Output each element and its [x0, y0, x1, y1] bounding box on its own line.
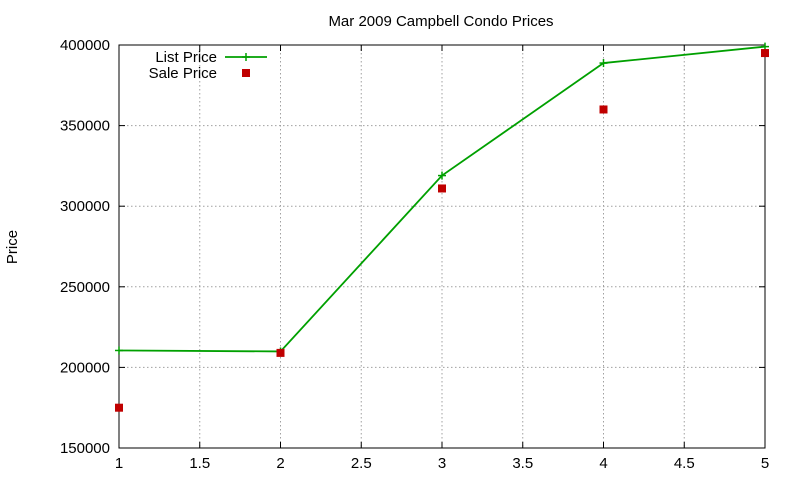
tick-labels: 1 1.5 2 2.5 3 3.5 4 4.5 5 150000 200000 250000 30000…	[60, 37, 769, 472]
x-tick-label: 1.5	[189, 455, 210, 472]
y-tick-label: 350000	[60, 118, 110, 135]
x-tick-label: 4.5	[674, 455, 695, 472]
data-point	[115, 403, 123, 412]
y-tick-label: 200000	[60, 359, 110, 376]
legend-label: Sale Price	[149, 65, 217, 82]
series-2	[115, 49, 769, 412]
data-point	[761, 49, 769, 58]
data-point	[438, 184, 446, 193]
x-tick-label: 2.5	[351, 455, 372, 472]
legend-marker	[242, 69, 250, 77]
x-tick-label: 2	[276, 455, 284, 472]
y-tick-label: 300000	[60, 198, 110, 215]
data-point	[599, 59, 608, 68]
axis-ticks	[118, 44, 766, 449]
data-point	[115, 346, 123, 355]
x-tick-label: 4	[599, 455, 607, 472]
data-point	[599, 105, 608, 114]
y-tick-label: 250000	[60, 279, 110, 296]
y-tick-label: 150000	[60, 440, 110, 457]
x-tick-label: 1	[115, 455, 123, 472]
grid	[119, 45, 765, 448]
series-layer	[115, 42, 769, 412]
legend-label: List Price	[155, 49, 217, 66]
data-point	[438, 171, 446, 180]
x-tick-label: 5	[761, 455, 769, 472]
legend-marker	[242, 53, 250, 61]
y-axis-label: Price	[4, 230, 21, 264]
chart-title: Mar 2009 Campbell Condo Prices	[328, 13, 553, 30]
y-tick-label: 400000	[60, 37, 110, 54]
data-point	[276, 348, 285, 357]
x-tick-label: 3	[438, 455, 446, 472]
x-tick-label: 3.5	[512, 455, 533, 472]
series-1	[115, 42, 769, 356]
